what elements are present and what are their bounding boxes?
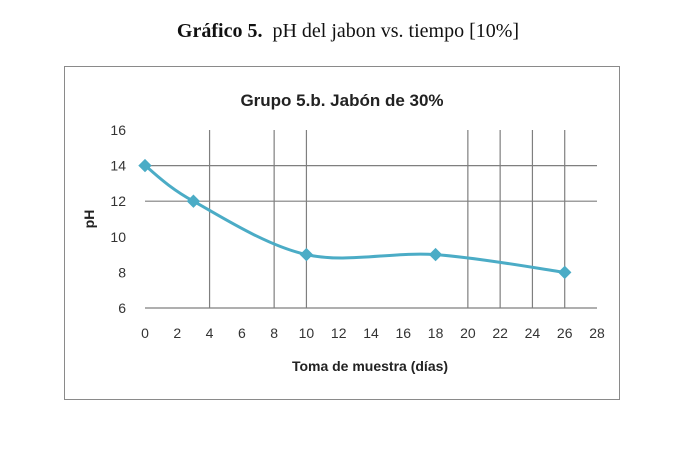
caption-number: Gráfico 5. bbox=[176, 20, 263, 42]
x-tick-label-22: 22 bbox=[492, 325, 508, 341]
figure-caption: Gráfico 5. pH del jabon vs. tiempo [10%] bbox=[0, 20, 696, 43]
y-tick-labels: 6 8 10 12 14 16 bbox=[110, 122, 126, 316]
y-tick-label-10: 10 bbox=[110, 229, 126, 245]
x-tick-labels: 0 2 4 6 8 10 12 14 16 18 20 22 24 26 28 bbox=[141, 325, 605, 341]
series-group bbox=[138, 158, 572, 280]
data-point-26 bbox=[558, 265, 572, 280]
x-tick-label-24: 24 bbox=[525, 325, 541, 341]
data-point-3 bbox=[186, 194, 201, 208]
x-tick-label-6: 6 bbox=[238, 325, 246, 341]
x-tick-label-0: 0 bbox=[141, 325, 149, 341]
y-tick-label-12: 12 bbox=[110, 193, 126, 209]
x-tick-label-8: 8 bbox=[270, 325, 278, 341]
x-tick-label-26: 26 bbox=[557, 325, 573, 341]
x-tick-label-16: 16 bbox=[395, 325, 411, 341]
data-point-0 bbox=[138, 158, 152, 173]
y-tick-label-8: 8 bbox=[118, 264, 126, 280]
chart-frame bbox=[64, 66, 620, 400]
x-tick-label-10: 10 bbox=[299, 325, 315, 341]
chart-title: Grupo 5.b. Jabón de 30% bbox=[240, 91, 443, 110]
x-tick-label-28: 28 bbox=[589, 325, 605, 341]
x-axis-label: Toma de muestra (días) bbox=[292, 358, 448, 374]
x-tick-label-14: 14 bbox=[363, 325, 379, 341]
x-tick-label-4: 4 bbox=[206, 325, 214, 341]
data-point-18 bbox=[428, 247, 443, 262]
y-tick-label-16: 16 bbox=[110, 122, 126, 138]
x-tick-label-12: 12 bbox=[331, 325, 347, 341]
caption-text: pH del jabon vs. tiempo [10%] bbox=[272, 20, 520, 42]
x-tick-label-18: 18 bbox=[428, 325, 444, 341]
y-tick-label-6: 6 bbox=[118, 300, 126, 316]
gridlines bbox=[145, 130, 597, 308]
x-tick-label-20: 20 bbox=[460, 325, 476, 341]
y-tick-label-14: 14 bbox=[110, 158, 126, 174]
y-axis-label: pH bbox=[81, 210, 97, 229]
data-point-10 bbox=[299, 247, 314, 262]
series-line-0 bbox=[144, 164, 565, 274]
x-tick-label-2: 2 bbox=[173, 325, 181, 341]
